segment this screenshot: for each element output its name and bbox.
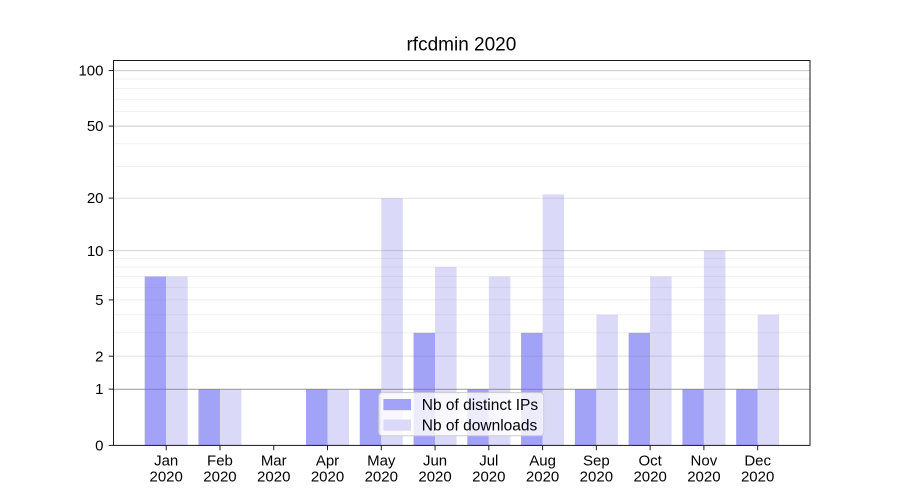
- svg-text:Aug: Aug: [529, 453, 556, 470]
- svg-text:2: 2: [95, 348, 103, 365]
- svg-text:1: 1: [95, 381, 103, 398]
- svg-text:10: 10: [87, 243, 104, 260]
- svg-text:Dec: Dec: [744, 453, 771, 470]
- svg-text:Apr: Apr: [316, 453, 339, 470]
- svg-text:Jun: Jun: [423, 453, 447, 470]
- svg-text:2020: 2020: [580, 469, 613, 486]
- svg-text:2020: 2020: [741, 469, 774, 486]
- svg-text:2020: 2020: [150, 469, 183, 486]
- svg-text:rfcdmin 2020: rfcdmin 2020: [406, 35, 516, 56]
- svg-text:2020: 2020: [257, 469, 290, 486]
- svg-text:50: 50: [87, 118, 104, 135]
- svg-text:2020: 2020: [633, 469, 666, 486]
- svg-text:Nov: Nov: [691, 453, 718, 470]
- svg-text:Nb of downloads: Nb of downloads: [422, 417, 538, 434]
- svg-text:20: 20: [87, 190, 104, 207]
- svg-text:Mar: Mar: [261, 453, 287, 470]
- svg-text:2020: 2020: [526, 469, 559, 486]
- svg-text:Feb: Feb: [207, 453, 233, 470]
- svg-text:2020: 2020: [472, 469, 505, 486]
- svg-text:2020: 2020: [418, 469, 451, 486]
- svg-text:2020: 2020: [203, 469, 236, 486]
- svg-text:0: 0: [95, 438, 103, 455]
- svg-text:2020: 2020: [311, 469, 344, 486]
- svg-text:May: May: [367, 453, 396, 470]
- svg-text:2020: 2020: [365, 469, 398, 486]
- svg-text:Oct: Oct: [638, 453, 662, 470]
- svg-text:100: 100: [78, 63, 103, 80]
- svg-text:Jan: Jan: [154, 453, 178, 470]
- svg-text:5: 5: [95, 292, 103, 309]
- svg-text:Jul: Jul: [479, 453, 498, 470]
- svg-text:Nb of distinct IPs: Nb of distinct IPs: [422, 397, 539, 414]
- svg-text:Sep: Sep: [583, 453, 610, 470]
- svg-text:2020: 2020: [687, 469, 720, 486]
